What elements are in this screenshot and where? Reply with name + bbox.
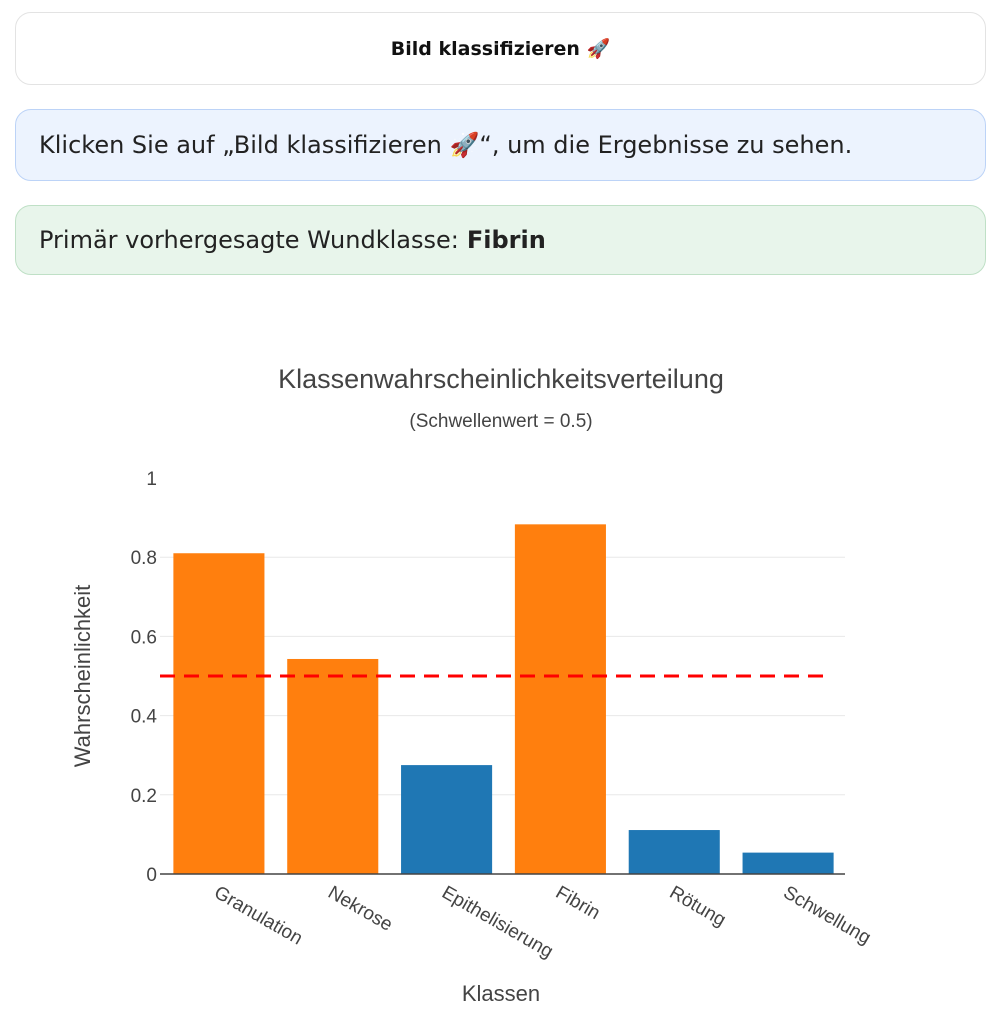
bar-fibrin [514, 524, 606, 874]
info-message: Klicken Sie auf „Bild klassifizieren 🚀“,… [15, 109, 986, 181]
y-tick-label: 0.2 [131, 786, 157, 807]
x-tick-label: Nekrose [324, 882, 396, 936]
result-message: Primär vorhergesagte Wundklasse: Fibrin [15, 205, 986, 275]
x-axis-label: Klassen [462, 981, 540, 1006]
bar-rötung [628, 830, 720, 874]
x-tick-label: Schwellung [780, 882, 875, 949]
result-label: Primär vorhergesagte Wundklasse: [39, 226, 459, 254]
y-tick-label: 1 [146, 469, 157, 490]
x-tick-label: Fibrin [552, 882, 604, 924]
x-tick-label: Epithelisierung [438, 882, 556, 963]
result-value: Fibrin [466, 226, 546, 254]
bar-schwellung [742, 852, 834, 874]
classify-button-label: Bild klassifizieren 🚀 [390, 38, 611, 60]
info-text: Klicken Sie auf „Bild klassifizieren 🚀“,… [39, 131, 853, 159]
y-tick-label: 0.6 [131, 627, 157, 648]
y-axis-label: Wahrscheinlichkeit [70, 585, 95, 768]
y-tick-label: 0.4 [131, 707, 158, 728]
bar-epithelisierung [401, 765, 493, 874]
x-tick-label: Rötung [666, 882, 730, 931]
bar-nekrose [287, 658, 379, 874]
bar-granulation [173, 553, 265, 874]
chart-title: Klassenwahrscheinlichkeitsverteilung [278, 364, 724, 394]
y-tick-label: 0.8 [131, 548, 157, 569]
x-tick-label: Granulation [210, 882, 306, 949]
classify-button[interactable]: Bild klassifizieren 🚀 [15, 12, 986, 85]
y-tick-label: 0 [146, 865, 157, 886]
chart-subtitle: (Schwellenwert = 0.5) [409, 411, 592, 432]
